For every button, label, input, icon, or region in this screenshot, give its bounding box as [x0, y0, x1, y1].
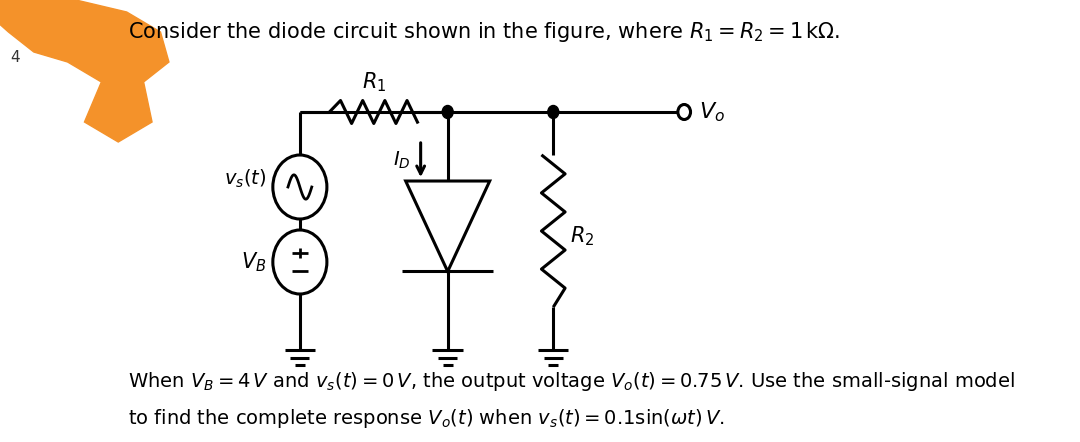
Circle shape [548, 106, 558, 118]
Text: $V_B$: $V_B$ [241, 250, 266, 274]
Text: $R_1$: $R_1$ [362, 70, 386, 94]
Circle shape [678, 104, 690, 119]
Text: to find the complete response $V_o(t)$ when $v_s(t) = 0.1\sin(\omega t)\,V$.: to find the complete response $V_o(t)$ w… [129, 407, 725, 430]
Text: 4: 4 [10, 50, 19, 65]
Circle shape [442, 106, 454, 118]
Text: $V_o$: $V_o$ [700, 100, 726, 124]
Text: $v_s(t)$: $v_s(t)$ [224, 168, 266, 190]
Text: $R_2$: $R_2$ [570, 224, 595, 248]
Text: $I_D$: $I_D$ [393, 149, 410, 171]
Text: When $V_B = 4\,V$ and $v_s(t) = 0\,V$, the output voltage $V_o(t) = 0.75\,V$. Us: When $V_B = 4\,V$ and $v_s(t) = 0\,V$, t… [129, 370, 1015, 393]
Polygon shape [406, 181, 489, 271]
Polygon shape [0, 0, 168, 142]
Text: Consider the diode circuit shown in the figure, where $R_1 = R_2 = 1\,\mathrm{k}: Consider the diode circuit shown in the … [129, 20, 840, 44]
